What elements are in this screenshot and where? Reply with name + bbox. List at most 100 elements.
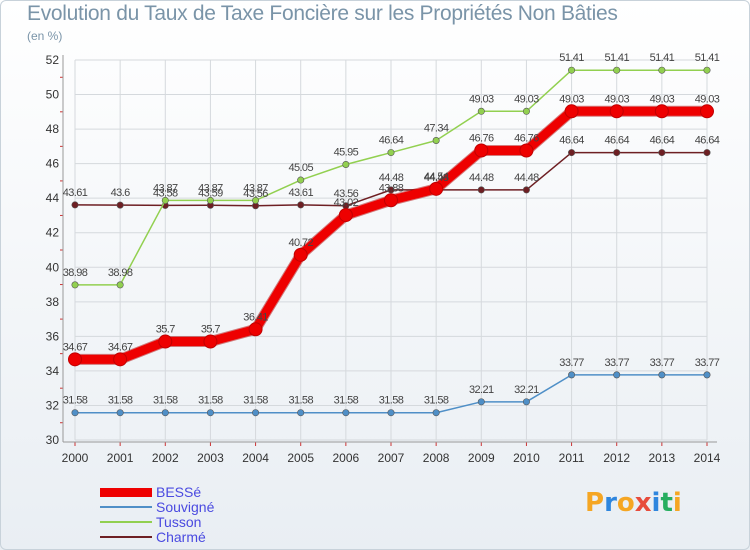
x-tick-label: 2013 xyxy=(649,451,676,465)
data-label: 36.41 xyxy=(243,311,268,323)
data-point xyxy=(613,149,621,157)
data-point xyxy=(432,409,440,417)
data-point xyxy=(161,196,169,204)
data-point xyxy=(297,409,305,417)
data-point xyxy=(297,201,305,209)
data-point xyxy=(116,201,124,209)
legend-item-bessé: BESSé xyxy=(100,484,201,500)
legend-swatch xyxy=(100,487,152,497)
data-label: 49.03 xyxy=(559,93,584,105)
data-point xyxy=(700,104,714,119)
data-point xyxy=(116,409,124,417)
data-label: 44.54 xyxy=(424,171,449,183)
data-label: 43.56 xyxy=(334,188,359,200)
data-label: 46.64 xyxy=(379,135,404,147)
data-label: 32.21 xyxy=(469,384,494,396)
y-tick-label: 40 xyxy=(46,260,60,274)
data-point xyxy=(474,143,489,158)
data-label: 31.58 xyxy=(63,395,88,407)
data-label: 34.67 xyxy=(108,341,133,353)
series-charmé xyxy=(71,149,711,210)
data-point xyxy=(387,186,395,194)
data-point xyxy=(477,398,485,406)
y-tick-label: 42 xyxy=(46,226,60,240)
y-tick-label: 38 xyxy=(46,295,60,309)
data-label: 31.58 xyxy=(198,395,223,407)
data-point xyxy=(522,398,530,406)
chart-title: Evolution du Taux de Taxe Foncière sur l… xyxy=(27,2,618,25)
y-tick-label: 50 xyxy=(46,88,60,102)
x-tick-label: 2011 xyxy=(559,451,585,465)
y-tick-label: 32 xyxy=(46,398,60,412)
data-point xyxy=(161,409,169,417)
data-label: 43.88 xyxy=(379,182,404,194)
data-label: 43.61 xyxy=(288,187,313,199)
data-label: 46.64 xyxy=(650,135,675,147)
x-tick-label: 2005 xyxy=(287,451,314,465)
legend-label: Charmé xyxy=(156,529,206,545)
y-tick-label: 48 xyxy=(46,122,60,136)
data-label: 46.64 xyxy=(695,135,720,147)
x-tick-label: 2001 xyxy=(107,451,134,465)
proxiti-logo: Proxiti xyxy=(585,488,682,518)
x-tick-label: 2010 xyxy=(513,451,540,465)
data-label: 43.02 xyxy=(334,197,359,209)
legend-item-souvigné: Souvigné xyxy=(100,499,214,515)
series-group xyxy=(68,66,714,417)
data-label: 44.48 xyxy=(379,172,404,184)
data-label: 31.58 xyxy=(153,395,178,407)
data-label: 31.58 xyxy=(334,395,359,407)
data-point xyxy=(613,66,621,74)
data-label: 43.6 xyxy=(111,187,130,199)
y-tick-label: 52 xyxy=(46,53,60,67)
data-label: 44.48 xyxy=(424,172,449,184)
data-label: 33.77 xyxy=(650,357,675,369)
data-point xyxy=(68,352,82,367)
data-label: 38.98 xyxy=(63,267,88,279)
data-point xyxy=(206,196,214,204)
data-label: 43.87 xyxy=(198,182,223,194)
legend-label: BESSé xyxy=(156,484,202,500)
data-label: 43.59 xyxy=(198,187,223,199)
data-point xyxy=(342,161,350,169)
data-label: 46.64 xyxy=(604,135,629,147)
y-tick-label: 44 xyxy=(46,191,60,205)
data-point xyxy=(654,104,669,119)
data-point xyxy=(432,136,440,144)
data-point xyxy=(568,66,576,74)
data-label: 35.7 xyxy=(156,324,175,336)
data-point xyxy=(71,409,79,417)
data-label: 31.58 xyxy=(243,395,268,407)
series-souvigné xyxy=(71,371,711,417)
data-label: 44.48 xyxy=(514,172,539,184)
data-label: 35.7 xyxy=(201,324,220,336)
data-point xyxy=(477,107,485,115)
data-label: 51.41 xyxy=(559,52,584,64)
data-point xyxy=(568,371,576,379)
data-point xyxy=(338,208,353,223)
data-label: 34.67 xyxy=(63,341,88,353)
data-label: 43.87 xyxy=(153,182,178,194)
data-point xyxy=(703,149,711,157)
y-tick-label: 34 xyxy=(46,364,60,378)
data-label: 31.58 xyxy=(108,395,133,407)
x-tick-label: 2007 xyxy=(378,451,405,465)
x-tick-label: 2000 xyxy=(62,451,89,465)
data-label: 43.56 xyxy=(243,188,268,200)
x-tick-label: 2006 xyxy=(333,451,360,465)
data-label: 46.76 xyxy=(514,133,539,145)
data-point xyxy=(158,334,173,349)
data-label: 46.64 xyxy=(559,135,584,147)
data-point xyxy=(71,281,79,289)
data-point xyxy=(522,107,530,115)
data-point xyxy=(703,371,711,379)
x-tick-label: 2003 xyxy=(197,451,224,465)
data-label: 51.41 xyxy=(604,52,629,64)
data-label: 33.77 xyxy=(695,357,720,369)
data-point xyxy=(429,181,444,196)
legend-item-tusson: Tusson xyxy=(100,514,201,530)
data-label: 40.72 xyxy=(288,237,313,249)
data-point xyxy=(564,104,579,119)
legend-label: Tusson xyxy=(156,514,202,530)
